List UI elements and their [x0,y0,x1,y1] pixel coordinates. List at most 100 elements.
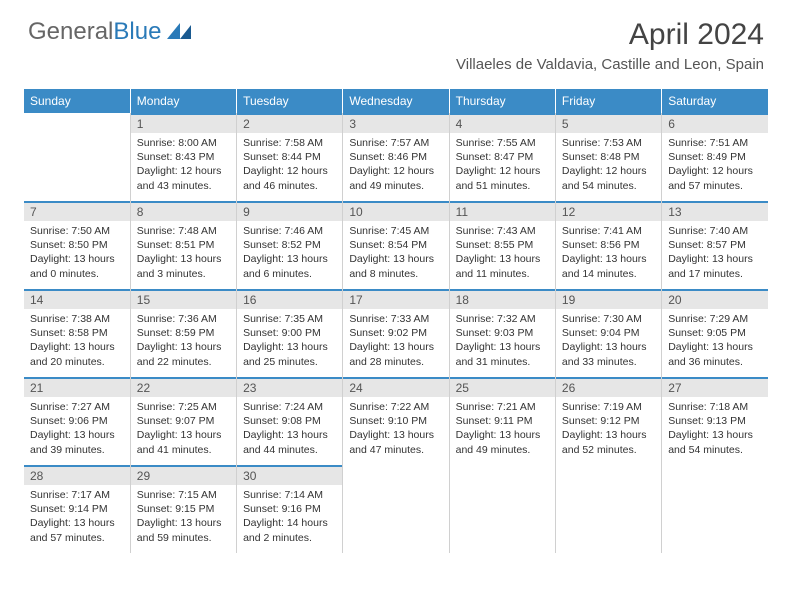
weekday-header: Thursday [449,89,555,113]
day-number: 16 [237,289,342,309]
header: GeneralBlue April 2024 Villaeles de Vald… [0,0,792,79]
weekday-header: Tuesday [237,89,343,113]
day-details: Sunrise: 7:40 AMSunset: 8:57 PMDaylight:… [662,221,768,284]
day-details: Sunrise: 7:25 AMSunset: 9:07 PMDaylight:… [131,397,236,460]
title-block: April 2024 Villaeles de Valdavia, Castil… [456,18,764,73]
calendar-cell: 30Sunrise: 7:14 AMSunset: 9:16 PMDayligh… [237,465,343,553]
calendar-cell: 15Sunrise: 7:36 AMSunset: 8:59 PMDayligh… [130,289,236,377]
day-number: 9 [237,201,342,221]
day-details: Sunrise: 7:35 AMSunset: 9:00 PMDaylight:… [237,309,342,372]
calendar-cell: . [343,465,449,553]
day-number: 3 [343,113,448,133]
day-number: 8 [131,201,236,221]
day-number: 28 [24,465,130,485]
day-details: Sunrise: 7:17 AMSunset: 9:14 PMDaylight:… [24,485,130,548]
day-details: Sunrise: 7:30 AMSunset: 9:04 PMDaylight:… [556,309,661,372]
day-number: 26 [556,377,661,397]
calendar-cell: 21Sunrise: 7:27 AMSunset: 9:06 PMDayligh… [24,377,130,465]
day-details: Sunrise: 7:27 AMSunset: 9:06 PMDaylight:… [24,397,130,460]
day-details: Sunrise: 8:00 AMSunset: 8:43 PMDaylight:… [131,133,236,196]
calendar-cell: 10Sunrise: 7:45 AMSunset: 8:54 PMDayligh… [343,201,449,289]
day-details: Sunrise: 7:53 AMSunset: 8:48 PMDaylight:… [556,133,661,196]
day-details: Sunrise: 7:43 AMSunset: 8:55 PMDaylight:… [450,221,555,284]
day-details: Sunrise: 7:51 AMSunset: 8:49 PMDaylight:… [662,133,768,196]
day-details: Sunrise: 7:36 AMSunset: 8:59 PMDaylight:… [131,309,236,372]
calendar-cell: 17Sunrise: 7:33 AMSunset: 9:02 PMDayligh… [343,289,449,377]
day-details: Sunrise: 7:18 AMSunset: 9:13 PMDaylight:… [662,397,768,460]
logo: GeneralBlue [28,18,193,46]
calendar-cell: 28Sunrise: 7:17 AMSunset: 9:14 PMDayligh… [24,465,130,553]
calendar-body: .1Sunrise: 8:00 AMSunset: 8:43 PMDayligh… [24,113,768,553]
month-title: April 2024 [456,18,764,52]
day-number: 23 [237,377,342,397]
day-number: 21 [24,377,130,397]
calendar-cell: 11Sunrise: 7:43 AMSunset: 8:55 PMDayligh… [449,201,555,289]
day-number: 27 [662,377,768,397]
calendar-cell: 9Sunrise: 7:46 AMSunset: 8:52 PMDaylight… [237,201,343,289]
day-number: 5 [556,113,661,133]
calendar-cell: 25Sunrise: 7:21 AMSunset: 9:11 PMDayligh… [449,377,555,465]
day-number: 18 [450,289,555,309]
calendar-cell: 22Sunrise: 7:25 AMSunset: 9:07 PMDayligh… [130,377,236,465]
calendar-header-row: SundayMondayTuesdayWednesdayThursdayFrid… [24,89,768,113]
weekday-header: Sunday [24,89,130,113]
calendar-cell: 29Sunrise: 7:15 AMSunset: 9:15 PMDayligh… [130,465,236,553]
calendar-cell: 19Sunrise: 7:30 AMSunset: 9:04 PMDayligh… [555,289,661,377]
day-number: 24 [343,377,448,397]
day-number: 7 [24,201,130,221]
weekday-header: Saturday [662,89,768,113]
day-number: 17 [343,289,448,309]
day-details: Sunrise: 7:46 AMSunset: 8:52 PMDaylight:… [237,221,342,284]
calendar-cell: 12Sunrise: 7:41 AMSunset: 8:56 PMDayligh… [555,201,661,289]
day-number: 22 [131,377,236,397]
day-details: Sunrise: 7:29 AMSunset: 9:05 PMDaylight:… [662,309,768,372]
logo-text-blue: Blue [113,18,161,46]
calendar-cell: 18Sunrise: 7:32 AMSunset: 9:03 PMDayligh… [449,289,555,377]
day-details: Sunrise: 7:50 AMSunset: 8:50 PMDaylight:… [24,221,130,284]
day-details: Sunrise: 7:48 AMSunset: 8:51 PMDaylight:… [131,221,236,284]
day-details: Sunrise: 7:14 AMSunset: 9:16 PMDaylight:… [237,485,342,548]
day-number: 4 [450,113,555,133]
calendar-cell: 26Sunrise: 7:19 AMSunset: 9:12 PMDayligh… [555,377,661,465]
calendar-cell: 7Sunrise: 7:50 AMSunset: 8:50 PMDaylight… [24,201,130,289]
calendar-cell: 6Sunrise: 7:51 AMSunset: 8:49 PMDaylight… [662,113,768,201]
day-details: Sunrise: 7:55 AMSunset: 8:47 PMDaylight:… [450,133,555,196]
day-details: Sunrise: 7:22 AMSunset: 9:10 PMDaylight:… [343,397,448,460]
day-number: 2 [237,113,342,133]
weekday-header: Wednesday [343,89,449,113]
day-details: Sunrise: 7:24 AMSunset: 9:08 PMDaylight:… [237,397,342,460]
day-number: 20 [662,289,768,309]
day-number: 1 [131,113,236,133]
day-number: 30 [237,465,342,485]
weekday-header: Friday [555,89,661,113]
location: Villaeles de Valdavia, Castille and Leon… [456,56,764,73]
calendar-cell: . [449,465,555,553]
calendar-cell: 5Sunrise: 7:53 AMSunset: 8:48 PMDaylight… [555,113,661,201]
day-details: Sunrise: 7:58 AMSunset: 8:44 PMDaylight:… [237,133,342,196]
day-details: Sunrise: 7:32 AMSunset: 9:03 PMDaylight:… [450,309,555,372]
day-number: 14 [24,289,130,309]
calendar-cell: 13Sunrise: 7:40 AMSunset: 8:57 PMDayligh… [662,201,768,289]
day-number: 11 [450,201,555,221]
day-details: Sunrise: 7:33 AMSunset: 9:02 PMDaylight:… [343,309,448,372]
day-details: Sunrise: 7:19 AMSunset: 9:12 PMDaylight:… [556,397,661,460]
calendar-cell: . [24,113,130,201]
day-details: Sunrise: 7:21 AMSunset: 9:11 PMDaylight:… [450,397,555,460]
day-details: Sunrise: 7:45 AMSunset: 8:54 PMDaylight:… [343,221,448,284]
day-details: Sunrise: 7:15 AMSunset: 9:15 PMDaylight:… [131,485,236,548]
day-details: Sunrise: 7:38 AMSunset: 8:58 PMDaylight:… [24,309,130,372]
weekday-header: Monday [130,89,236,113]
calendar-cell: 2Sunrise: 7:58 AMSunset: 8:44 PMDaylight… [237,113,343,201]
day-number: 25 [450,377,555,397]
calendar-table: SundayMondayTuesdayWednesdayThursdayFrid… [24,89,768,553]
calendar-cell: 24Sunrise: 7:22 AMSunset: 9:10 PMDayligh… [343,377,449,465]
day-number: 29 [131,465,236,485]
calendar-cell: 1Sunrise: 8:00 AMSunset: 8:43 PMDaylight… [130,113,236,201]
calendar-cell: 8Sunrise: 7:48 AMSunset: 8:51 PMDaylight… [130,201,236,289]
calendar-cell: 14Sunrise: 7:38 AMSunset: 8:58 PMDayligh… [24,289,130,377]
calendar-cell: . [555,465,661,553]
calendar-cell: 16Sunrise: 7:35 AMSunset: 9:00 PMDayligh… [237,289,343,377]
day-number: 12 [556,201,661,221]
day-number: 19 [556,289,661,309]
day-number: 6 [662,113,768,133]
